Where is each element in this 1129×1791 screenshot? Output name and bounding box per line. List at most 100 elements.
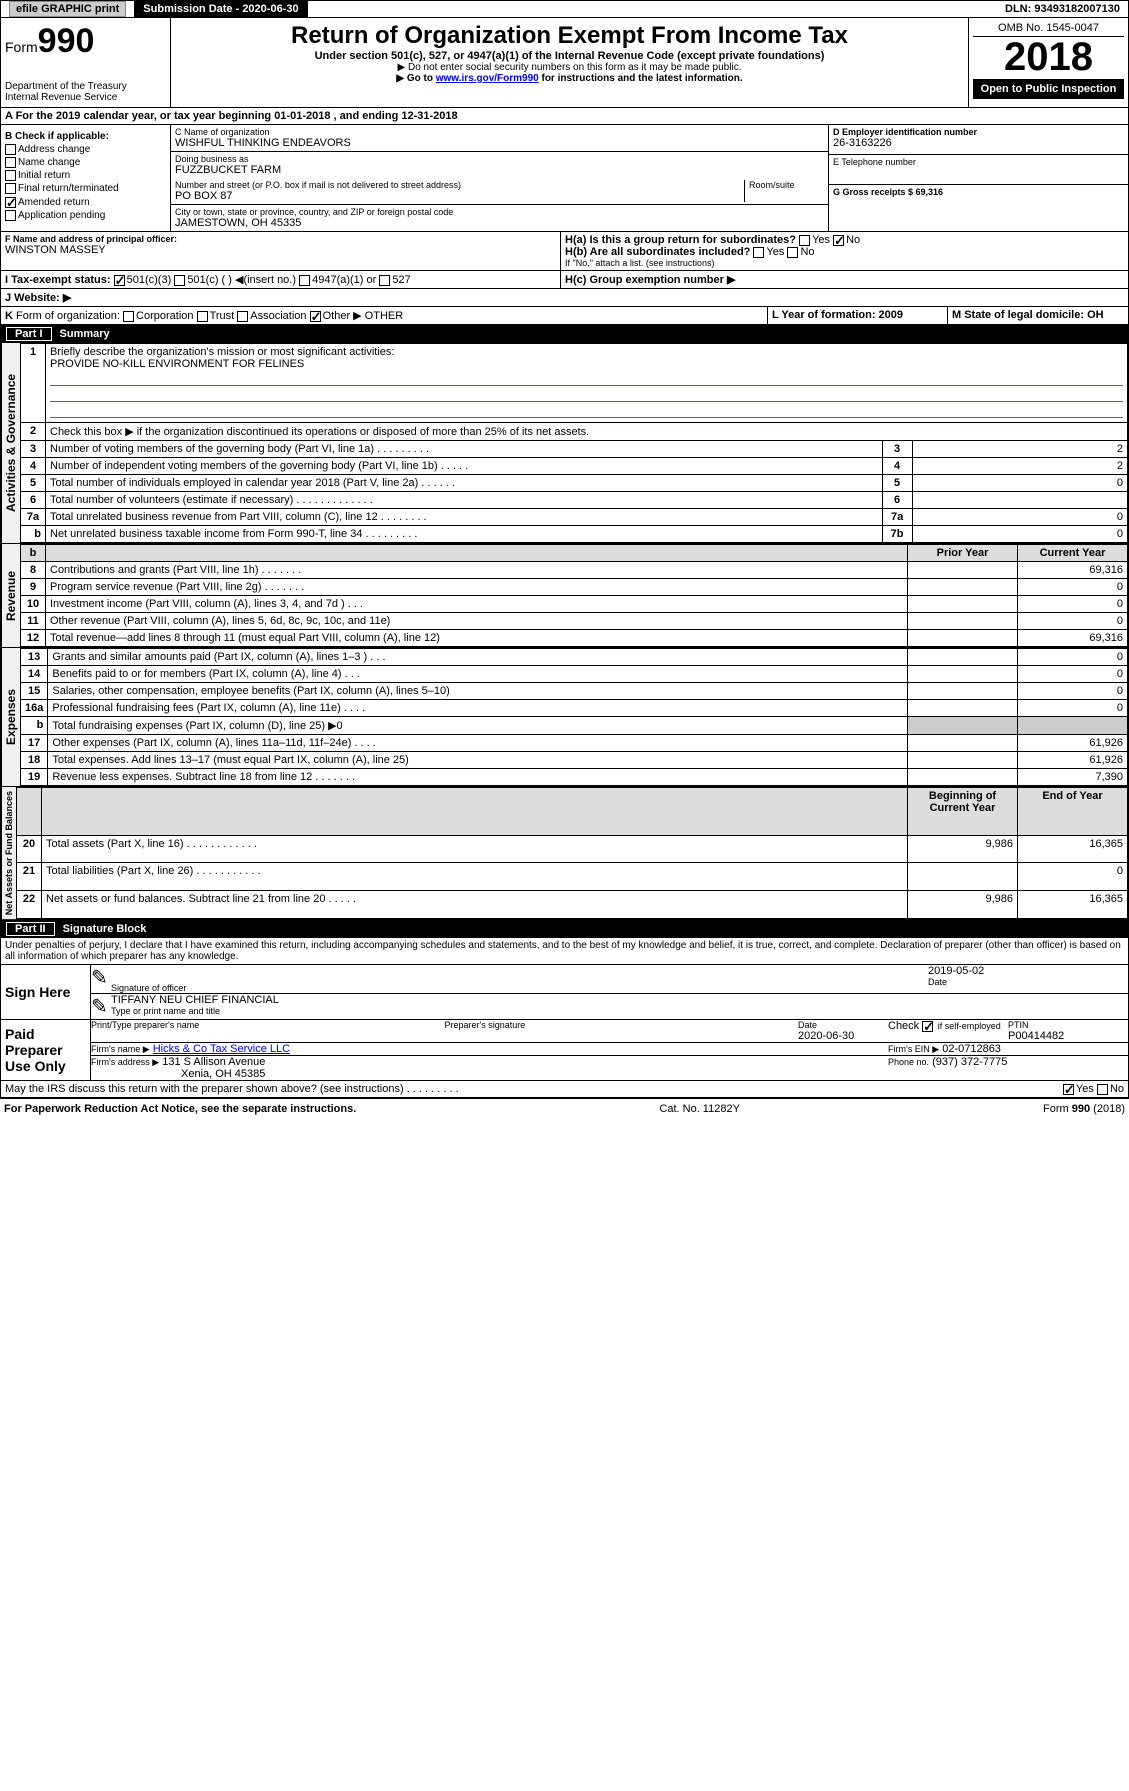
form-title: Return of Organization Exempt From Incom…	[175, 22, 964, 50]
note-ssn: ▶ Do not enter social security numbers o…	[175, 62, 964, 73]
line4-val: 2	[912, 458, 1127, 475]
line21-begin	[908, 863, 1018, 891]
line5: Total number of individuals employed in …	[46, 475, 883, 492]
note2-suffix: for instructions and the latest informat…	[539, 73, 743, 84]
line9: Program service revenue (Part VIII, line…	[46, 579, 908, 596]
cb-corp[interactable]	[123, 311, 134, 322]
gross-receipts: G Gross receipts $ 69,316	[833, 187, 1124, 197]
cb-other[interactable]	[310, 311, 321, 322]
phone-label-e: E Telephone number	[833, 157, 1124, 167]
cb-assoc[interactable]	[237, 311, 248, 322]
line14: Benefits paid to or for members (Part IX…	[48, 666, 908, 683]
section-j: J Website: ▶	[0, 289, 1129, 307]
info-block: B Check if applicable: Address change Na…	[0, 125, 1129, 232]
line8: Contributions and grants (Part VIII, lin…	[46, 562, 908, 579]
line18: Total expenses. Add lines 13–17 (must eq…	[48, 752, 908, 769]
cb-trust[interactable]	[197, 311, 208, 322]
ha-yes[interactable]	[799, 235, 810, 246]
vlabel-expenses: Expenses	[1, 648, 20, 786]
inspection-label: Open to Public Inspection	[973, 79, 1124, 99]
line7a-val: 0	[912, 509, 1127, 526]
cb-527[interactable]	[379, 275, 390, 286]
line13: Grants and similar amounts paid (Part IX…	[48, 649, 908, 666]
checkbox-initial-return[interactable]	[5, 170, 16, 181]
page-footer: For Paperwork Reduction Act Notice, see …	[0, 1098, 1129, 1119]
checkbox-address-change[interactable]	[5, 144, 16, 155]
line4: Number of independent voting members of …	[46, 458, 883, 475]
hdr-begin: Beginning of Current Year	[908, 788, 1018, 836]
info-right: D Employer identification number 26-3163…	[828, 125, 1128, 231]
checkbox-amended-return[interactable]	[5, 197, 16, 208]
section-i: I Tax-exempt status: 501(c)(3) 501(c) ( …	[0, 271, 1129, 289]
summary-expenses: Expenses 13Grants and similar amounts pa…	[0, 648, 1129, 787]
dln-label: DLN: 93493182007130	[997, 1, 1128, 17]
prep-name-label: Print/Type preparer's name	[91, 1020, 445, 1030]
addr-value: PO BOX 87	[175, 190, 744, 202]
cb-self-employed[interactable]	[922, 1021, 933, 1032]
ptin-value: P00414482	[1008, 1030, 1128, 1042]
discuss-label: May the IRS discuss this return with the…	[5, 1083, 459, 1095]
cb-501c[interactable]	[174, 275, 185, 286]
hdr-current: Current Year	[1018, 545, 1128, 562]
org-name-label: C Name of organization	[175, 127, 824, 137]
form-subtitle: Under section 501(c), 527, or 4947(a)(1)…	[175, 50, 964, 62]
line11-cur: 0	[1018, 613, 1128, 630]
line1-label: Briefly describe the organization's miss…	[50, 346, 1123, 358]
signature-block: Sign Here ✎ Signature of officer 2019-05…	[0, 965, 1129, 1081]
form-number: 990	[38, 22, 95, 60]
line20-end: 16,365	[1018, 835, 1128, 863]
ha-no[interactable]	[833, 235, 844, 246]
firm-city: Xenia, OH 45385	[181, 1068, 265, 1080]
dept-label: Department of the Treasury Internal Reve…	[5, 81, 166, 103]
note2-prefix: ▶ Go to	[396, 73, 435, 84]
firm-ein: 02-0712863	[942, 1043, 1001, 1055]
cb-4947[interactable]	[299, 275, 310, 286]
paid-preparer-label: Paid Preparer Use Only	[1, 1020, 91, 1080]
vlabel-revenue: Revenue	[1, 544, 20, 647]
discuss-no[interactable]	[1097, 1084, 1108, 1095]
hb-no[interactable]	[787, 247, 798, 258]
firm-phone-label: Phone no.	[888, 1057, 929, 1067]
line16b: Total fundraising expenses (Part IX, col…	[48, 717, 908, 735]
line16a-cur: 0	[1018, 700, 1128, 717]
line11: Other revenue (Part VIII, column (A), li…	[46, 613, 908, 630]
vlabel-netassets: Net Assets or Fund Balances	[1, 787, 16, 919]
officer-label: F Name and address of principal officer:	[5, 234, 556, 244]
line6-val	[912, 492, 1127, 509]
line12-cur: 69,316	[1018, 630, 1128, 647]
line20-begin: 9,986	[908, 835, 1018, 863]
top-bar: efile GRAPHIC print Submission Date - 20…	[0, 0, 1129, 18]
checkbox-name-change[interactable]	[5, 157, 16, 168]
line1-value: PROVIDE NO-KILL ENVIRONMENT FOR FELINES	[50, 358, 1123, 370]
officer-value: WINSTON MASSEY	[5, 244, 556, 256]
line19-cur: 7,390	[1018, 769, 1128, 786]
firm-name-link[interactable]: Hicks & Co Tax Service LLC	[153, 1043, 290, 1055]
check-self-label: Check	[888, 1020, 922, 1032]
line7b: Net unrelated business taxable income fr…	[46, 526, 883, 543]
line6: Total number of volunteers (estimate if …	[46, 492, 883, 509]
part1-label: Part I	[6, 327, 52, 341]
officer-name: TIFFANY NEU CHIEF FINANCIAL	[111, 994, 1128, 1006]
cb-501c3[interactable]	[114, 275, 125, 286]
checkbox-final-return[interactable]	[5, 183, 16, 194]
section-klm: K Form of organization: Corporation Trus…	[0, 307, 1129, 325]
part1-sub: Summary	[60, 328, 110, 340]
section-a: A For the 2019 calendar year, or tax yea…	[0, 108, 1129, 125]
year-formation: L Year of formation: 2009	[772, 309, 903, 321]
prep-date: 2020-06-30	[798, 1030, 888, 1042]
hb-label: H(b) Are all subordinates included?	[565, 246, 750, 258]
ptin-label: PTIN	[1008, 1020, 1128, 1030]
checkbox-application-pending[interactable]	[5, 210, 16, 221]
submission-date: Submission Date - 2020-06-30	[135, 1, 307, 17]
irs-link[interactable]: www.irs.gov/Form990	[436, 73, 539, 84]
dba-value: FUZZBUCKET FARM	[175, 164, 824, 176]
efile-button[interactable]: efile GRAPHIC print	[9, 1, 126, 17]
line12: Total revenue—add lines 8 through 11 (mu…	[46, 630, 908, 647]
perjury-statement: Under penalties of perjury, I declare th…	[0, 938, 1129, 965]
firm-addr-label: Firm's address ▶	[91, 1057, 159, 1067]
line3-val: 2	[912, 441, 1127, 458]
section-f-h: F Name and address of principal officer:…	[0, 232, 1129, 271]
discuss-yes[interactable]	[1063, 1084, 1074, 1095]
hb-yes[interactable]	[753, 247, 764, 258]
part2-header: Part II Signature Block	[0, 920, 1129, 938]
